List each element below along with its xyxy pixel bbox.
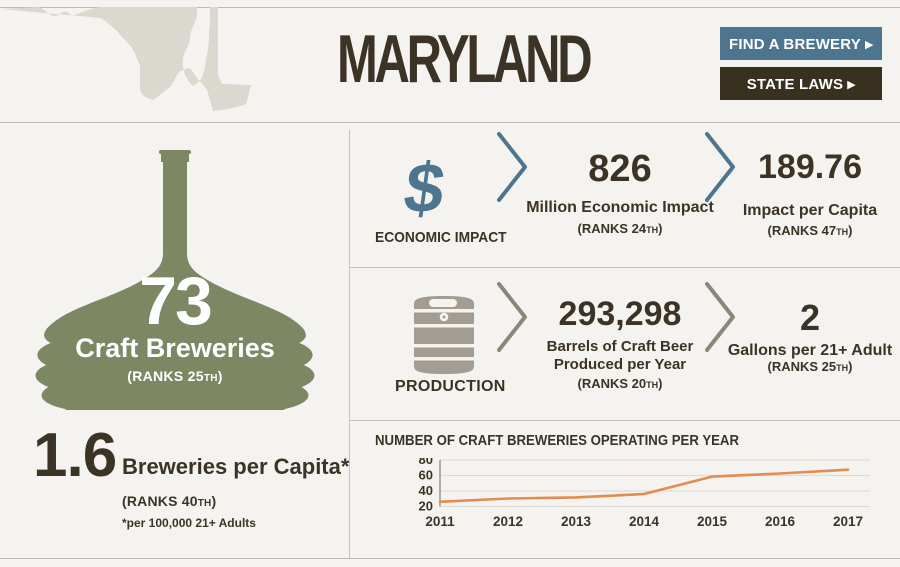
svg-text:2016: 2016 bbox=[765, 514, 796, 529]
svg-text:20: 20 bbox=[419, 499, 433, 514]
svg-text:2012: 2012 bbox=[493, 514, 523, 529]
svg-text:40: 40 bbox=[419, 483, 433, 498]
svg-text:2013: 2013 bbox=[561, 514, 592, 529]
svg-text:2011: 2011 bbox=[425, 514, 455, 529]
svg-text:2017: 2017 bbox=[833, 514, 863, 529]
svg-text:2014: 2014 bbox=[629, 514, 660, 529]
svg-text:60: 60 bbox=[419, 468, 433, 483]
svg-text:2015: 2015 bbox=[697, 514, 728, 529]
svg-text:80: 80 bbox=[419, 458, 433, 467]
